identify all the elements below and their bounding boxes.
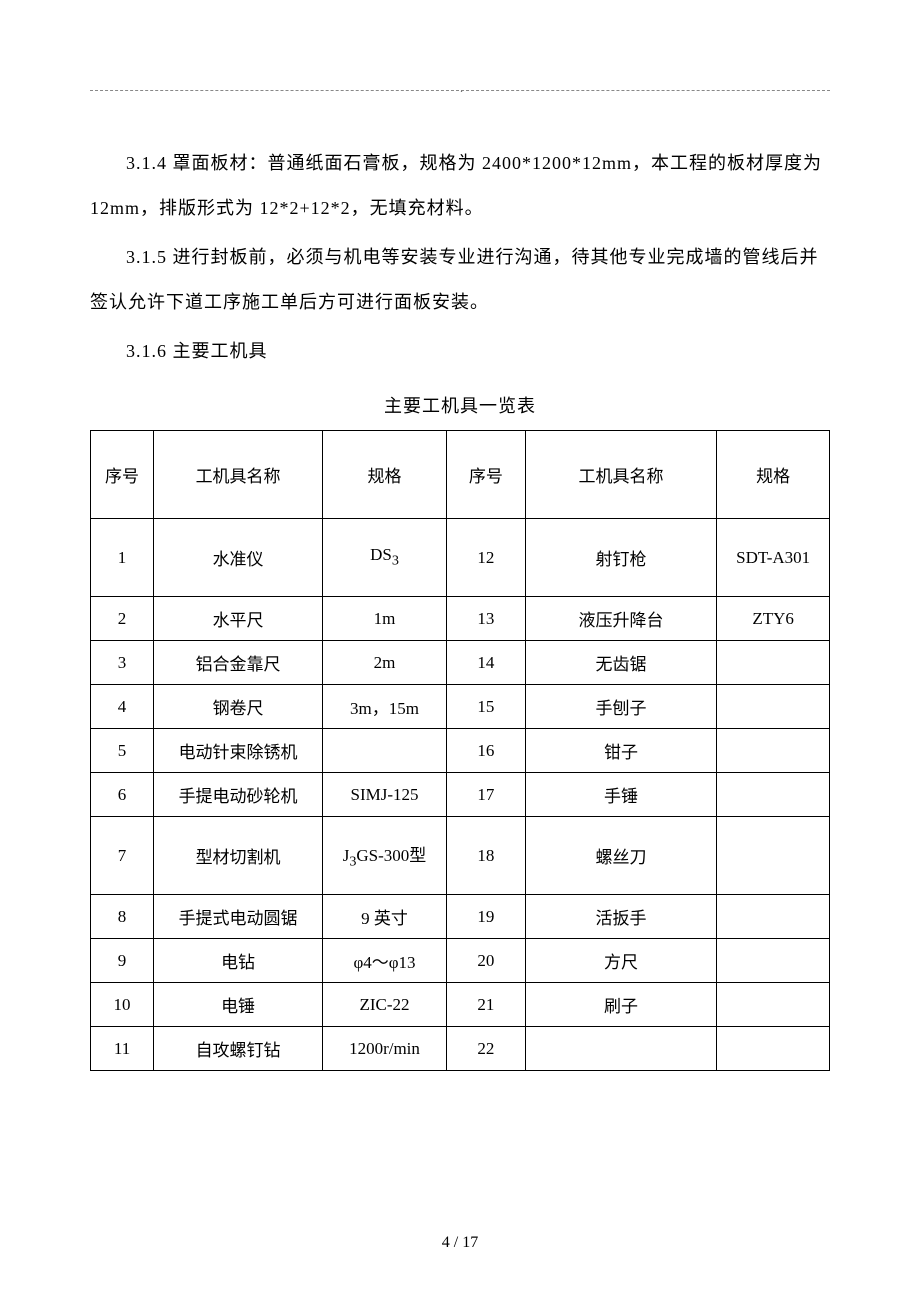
cell-spec: DS3 xyxy=(323,519,447,597)
cell-spec2 xyxy=(717,1027,830,1071)
table-row: 8手提式电动圆锯9 英寸19活扳手 xyxy=(91,895,830,939)
cell-spec2: SDT-A301 xyxy=(717,519,830,597)
header-divider xyxy=(90,90,830,91)
cell-name2: 液压升降台 xyxy=(525,597,717,641)
table-row: 2水平尺1m13液压升降台ZTY6 xyxy=(91,597,830,641)
cell-seq2: 16 xyxy=(446,729,525,773)
cell-name: 水准仪 xyxy=(154,519,323,597)
cell-seq: 7 xyxy=(91,817,154,895)
cell-spec: 1m xyxy=(323,597,447,641)
header-name2: 工机具名称 xyxy=(525,431,717,519)
cell-seq: 2 xyxy=(91,597,154,641)
cell-name: 水平尺 xyxy=(154,597,323,641)
table-header-row: 序号 工机具名称 规格 序号 工机具名称 规格 xyxy=(91,431,830,519)
cell-spec2 xyxy=(717,895,830,939)
table-row: 10电锤ZIC-2221刷子 xyxy=(91,983,830,1027)
cell-name: 钢卷尺 xyxy=(154,685,323,729)
cell-seq2: 21 xyxy=(446,983,525,1027)
cell-spec: J3GS-300型 xyxy=(323,817,447,895)
table-row: 9电钻φ4～φ1320方尺 xyxy=(91,939,830,983)
table-row: 6手提电动砂轮机SIMJ-12517手锤 xyxy=(91,773,830,817)
cell-spec: 1200r/min xyxy=(323,1027,447,1071)
cell-name: 电锤 xyxy=(154,983,323,1027)
cell-seq2: 18 xyxy=(446,817,525,895)
paragraph-316: 3.1.6 主要工机具 xyxy=(90,329,830,374)
cell-spec2 xyxy=(717,773,830,817)
cell-seq2: 12 xyxy=(446,519,525,597)
cell-seq2: 13 xyxy=(446,597,525,641)
cell-name2: 钳子 xyxy=(525,729,717,773)
cell-seq2: 14 xyxy=(446,641,525,685)
cell-seq: 11 xyxy=(91,1027,154,1071)
cell-seq2: 17 xyxy=(446,773,525,817)
table-row: 1水准仪DS312射钉枪SDT-A301 xyxy=(91,519,830,597)
cell-seq2: 19 xyxy=(446,895,525,939)
cell-name2 xyxy=(525,1027,717,1071)
cell-spec: 2m xyxy=(323,641,447,685)
cell-name2: 手刨子 xyxy=(525,685,717,729)
cell-spec xyxy=(323,729,447,773)
cell-spec2 xyxy=(717,983,830,1027)
cell-name: 电钻 xyxy=(154,939,323,983)
cell-spec2 xyxy=(717,939,830,983)
cell-name: 电动针束除锈机 xyxy=(154,729,323,773)
cell-name: 手提式电动圆锯 xyxy=(154,895,323,939)
table-title: 主要工机具一览表 xyxy=(90,392,830,418)
cell-seq: 10 xyxy=(91,983,154,1027)
cell-spec: SIMJ-125 xyxy=(323,773,447,817)
table-row: 5电动针束除锈机 16钳子 xyxy=(91,729,830,773)
cell-name: 自攻螺钉钻 xyxy=(154,1027,323,1071)
cell-name: 铝合金靠尺 xyxy=(154,641,323,685)
cell-seq2: 20 xyxy=(446,939,525,983)
cell-name2: 方尺 xyxy=(525,939,717,983)
cell-spec: ZIC-22 xyxy=(323,983,447,1027)
cell-spec2: ZTY6 xyxy=(717,597,830,641)
cell-name2: 手锤 xyxy=(525,773,717,817)
cell-name: 手提电动砂轮机 xyxy=(154,773,323,817)
header-name: 工机具名称 xyxy=(154,431,323,519)
paragraph-314: 3.1.4 罩面板材：普通纸面石膏板，规格为 2400*1200*12mm，本工… xyxy=(90,141,830,231)
cell-name2: 活扳手 xyxy=(525,895,717,939)
header-seq2: 序号 xyxy=(446,431,525,519)
cell-seq: 8 xyxy=(91,895,154,939)
tools-table: 序号 工机具名称 规格 序号 工机具名称 规格 1水准仪DS312射钉枪SDT-… xyxy=(90,430,830,1071)
cell-seq: 4 xyxy=(91,685,154,729)
cell-seq: 5 xyxy=(91,729,154,773)
cell-seq2: 22 xyxy=(446,1027,525,1071)
table-row: 7型材切割机J3GS-300型18螺丝刀 xyxy=(91,817,830,895)
cell-spec2 xyxy=(717,817,830,895)
table-row: 4钢卷尺3m，15m15手刨子 xyxy=(91,685,830,729)
cell-spec2 xyxy=(717,729,830,773)
cell-spec2 xyxy=(717,685,830,729)
page-number: 4 / 17 xyxy=(0,1234,920,1252)
cell-spec: 3m，15m xyxy=(323,685,447,729)
cell-seq: 3 xyxy=(91,641,154,685)
cell-spec: φ4～φ13 xyxy=(323,939,447,983)
header-spec: 规格 xyxy=(323,431,447,519)
cell-seq: 6 xyxy=(91,773,154,817)
table-row: 11自攻螺钉钻1200r/min22 xyxy=(91,1027,830,1071)
cell-name2: 刷子 xyxy=(525,983,717,1027)
table-row: 3铝合金靠尺2m14无齿锯 xyxy=(91,641,830,685)
cell-seq2: 15 xyxy=(446,685,525,729)
cell-name2: 射钉枪 xyxy=(525,519,717,597)
cell-spec: 9 英寸 xyxy=(323,895,447,939)
cell-name2: 螺丝刀 xyxy=(525,817,717,895)
header-spec2: 规格 xyxy=(717,431,830,519)
cell-spec2 xyxy=(717,641,830,685)
cell-seq: 1 xyxy=(91,519,154,597)
cell-seq: 9 xyxy=(91,939,154,983)
header-seq: 序号 xyxy=(91,431,154,519)
cell-name: 型材切割机 xyxy=(154,817,323,895)
cell-name2: 无齿锯 xyxy=(525,641,717,685)
paragraph-315: 3.1.5 进行封板前，必须与机电等安装专业进行沟通，待其他专业完成墙的管线后并… xyxy=(90,235,830,325)
